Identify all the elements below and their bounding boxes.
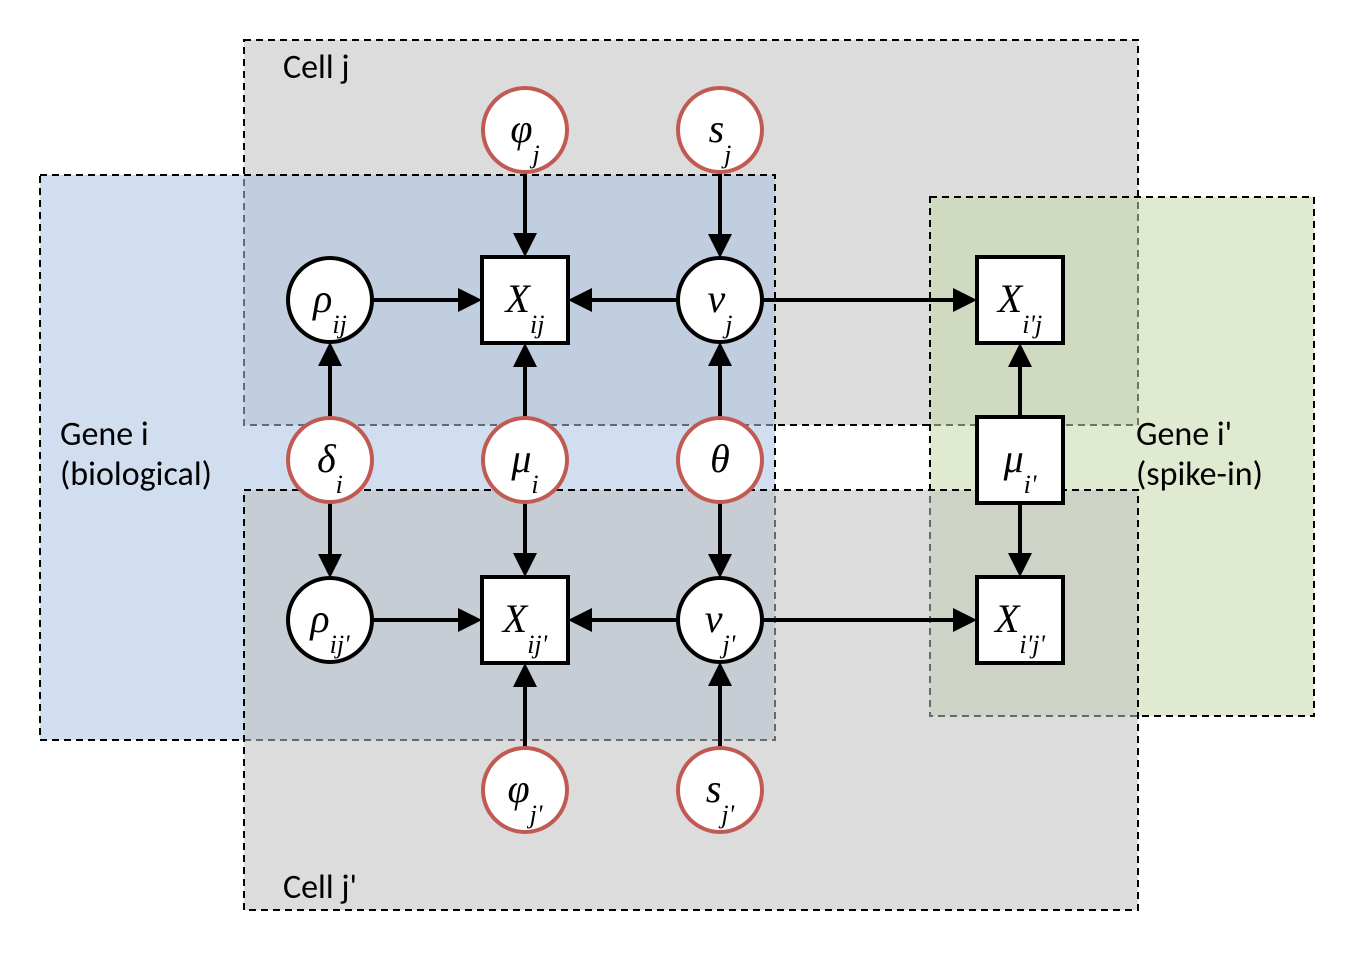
node-rho_ij: ρij bbox=[288, 258, 372, 342]
node-X_ipjp: Xi'j' bbox=[977, 577, 1063, 663]
plate-label-cellj: Cell j bbox=[283, 47, 349, 88]
node-X_ij: Xij bbox=[482, 257, 568, 343]
plate-label-geneip-line2: (spike-in) bbox=[1136, 454, 1263, 495]
node-delta_i: δi bbox=[288, 418, 372, 502]
plate-label-celljp: Cell j' bbox=[283, 867, 357, 908]
plate-label-genei-line2: (biological) bbox=[60, 454, 212, 495]
plate-celljp bbox=[244, 490, 1138, 910]
plate-label-genei-line1: Gene i bbox=[60, 414, 149, 455]
plate-label-geneip-line1: Gene i' bbox=[1136, 414, 1232, 455]
node-rho_ijp: ρij' bbox=[288, 578, 372, 662]
node-nu_jp: νj' bbox=[678, 578, 762, 662]
node-s_j: sj bbox=[678, 88, 762, 172]
node-label-theta: θ bbox=[710, 436, 730, 481]
node-phi_j: φj bbox=[483, 88, 567, 172]
node-phi_jp: φj' bbox=[483, 748, 567, 832]
node-X_ijp: Xij' bbox=[482, 577, 568, 663]
bayesian-plate-diagram: φj sj ρij Xij νj Xi'j δi μi θ μi' ρij' Xij' νj' Xi'j'… bbox=[0, 0, 1350, 957]
node-nu_j: νj bbox=[678, 258, 762, 342]
node-mu_ip: μi' bbox=[977, 417, 1063, 503]
node-mu_i: μi bbox=[483, 418, 567, 502]
node-theta: θ bbox=[678, 418, 762, 502]
node-X_ipj: Xi'j bbox=[977, 257, 1063, 343]
node-s_jp: sj' bbox=[678, 748, 762, 832]
